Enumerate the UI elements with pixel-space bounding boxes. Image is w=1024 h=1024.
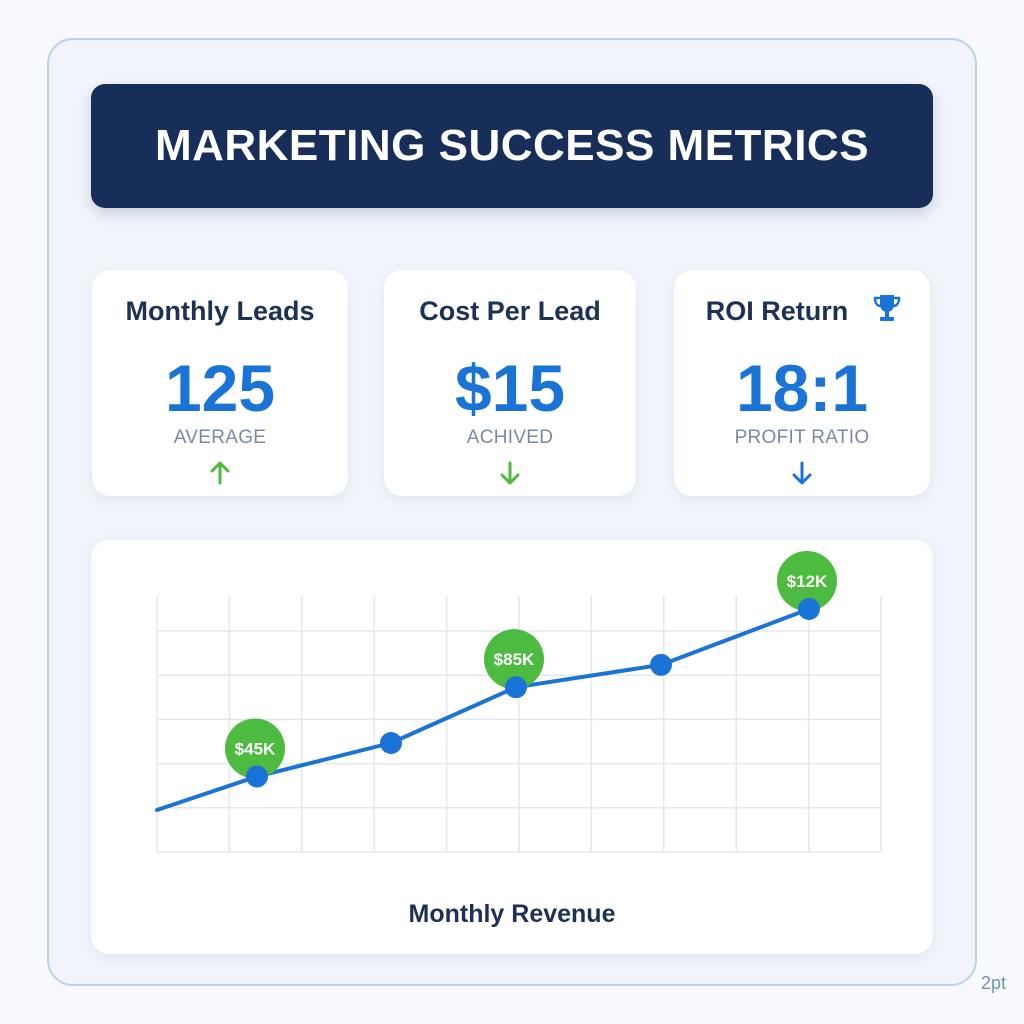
arrow-down-icon <box>792 461 812 485</box>
data-label: $85K <box>494 650 535 669</box>
title-banner: MARKETING SUCCESS METRICS <box>91 84 933 208</box>
data-label-bubble <box>225 718 285 779</box>
data-label-bubble <box>777 551 837 611</box>
metric-value: 18:1 <box>735 351 869 425</box>
data-point <box>246 765 268 788</box>
corner-note: 2pt <box>981 973 1007 993</box>
metric-caption: AVERAGE <box>173 427 267 448</box>
metric-label: ROI Return <box>705 296 849 326</box>
metric-value: 125 <box>164 351 276 425</box>
metric-label: Monthly Leads <box>125 296 315 326</box>
data-point <box>380 732 402 754</box>
revenue-chart-panel: $45K $85K $12K Monthly Revenue <box>91 540 933 954</box>
page-title: MARKETING SUCCESS METRICS <box>154 121 870 170</box>
series-line <box>155 607 811 812</box>
data-point <box>650 653 672 676</box>
data-point <box>798 598 820 620</box>
arrow-up-icon <box>210 461 230 485</box>
metric-caption: PROFIT RATIO <box>734 427 870 448</box>
metric-caption: ACHIVED <box>466 427 554 448</box>
metric-card-monthly-leads: Monthly Leads 125 AVERAGE <box>92 270 348 496</box>
metric-card-roi-return: ROI Return 18:1 PROFIT RATIO <box>674 270 930 496</box>
data-label: $45K <box>235 740 276 759</box>
metric-label: Cost Per Lead <box>419 296 601 326</box>
data-label-bubble <box>484 629 544 690</box>
metric-value: $15 <box>454 351 566 425</box>
metric-card-cost-per-lead: Cost Per Lead $15 ACHIVED <box>384 270 636 496</box>
chart-title: Monthly Revenue <box>408 900 616 928</box>
data-label: $12K <box>787 572 828 591</box>
revenue-line-chart: $45K $85K $12K <box>155 551 882 853</box>
data-point <box>505 676 527 699</box>
arrow-down-icon <box>500 461 520 485</box>
trophy-icon <box>873 295 901 321</box>
